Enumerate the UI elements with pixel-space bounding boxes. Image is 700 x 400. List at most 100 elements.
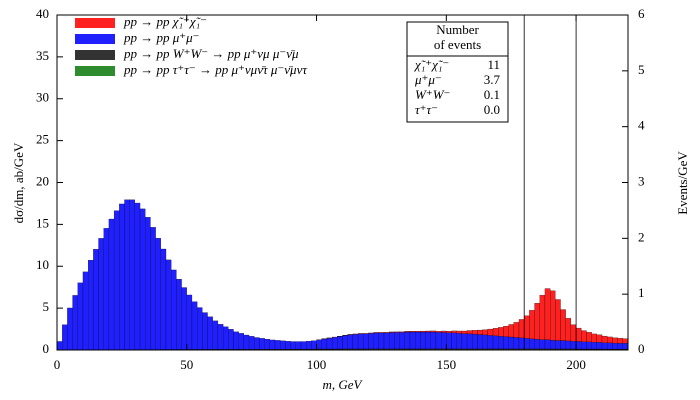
y2-tick-label: 1 [638, 285, 645, 300]
y-tick-label: 20 [36, 173, 49, 188]
histogram-bar [617, 338, 623, 344]
histogram-bar [165, 259, 172, 350]
histogram-bar [508, 336, 514, 349]
histogram-bar [409, 331, 416, 333]
histogram-bar [544, 288, 551, 340]
histogram-bar [171, 269, 177, 350]
histogram-bar [446, 331, 452, 333]
table-row-value: 3.7 [484, 72, 501, 87]
histogram-bar [311, 340, 317, 350]
histogram-bar [264, 338, 270, 350]
x-tick-label: 100 [307, 357, 327, 372]
histogram-bar [233, 331, 239, 350]
histogram-bar [607, 342, 613, 350]
histogram-bar [435, 332, 442, 349]
histogram-bar [430, 331, 437, 349]
histogram-bar [622, 338, 629, 344]
histogram-bar [420, 330, 426, 333]
histogram-bar [560, 340, 566, 350]
table-row-label: τ⁺τ⁻ [415, 102, 438, 117]
histogram-bar [513, 322, 520, 338]
histogram-bar [524, 338, 530, 349]
x-axis-label: m, GeV [323, 377, 364, 392]
histogram-bar [451, 332, 457, 349]
histogram-bar [461, 333, 468, 349]
histogram-bar [306, 340, 312, 350]
histogram-bar [612, 337, 618, 344]
legend-swatch [75, 18, 115, 28]
legend-swatch [75, 66, 115, 76]
histogram-bar [555, 340, 561, 350]
histogram-bar [378, 332, 385, 349]
histogram-bar [399, 331, 405, 333]
histogram-bar [534, 339, 540, 349]
histogram-bar [394, 331, 400, 333]
x-tick-label: 200 [566, 357, 586, 372]
histogram-bar [586, 341, 592, 350]
y-tick-label: 0 [43, 341, 50, 356]
histogram-bar [565, 340, 572, 350]
histogram-bar [378, 332, 385, 334]
histogram-bar [280, 340, 286, 350]
histogram-bar [88, 260, 94, 350]
histogram-bar [591, 342, 597, 350]
table-row-label: χ̃₁⁺χ̃₁⁻ [413, 57, 449, 72]
y2-tick-label: 2 [638, 229, 645, 244]
histogram-bar [544, 339, 551, 349]
histogram-bar [373, 332, 379, 334]
histogram-bar [62, 324, 68, 350]
histogram-bar [129, 199, 135, 350]
histogram-bar [285, 341, 291, 350]
histogram-bar [404, 331, 411, 333]
histogram-bar [409, 331, 416, 349]
histogram-bar [586, 332, 592, 343]
histogram-bar [622, 343, 629, 350]
histogram-bar [612, 343, 618, 350]
histogram-bar [357, 333, 364, 350]
histogram-bar [399, 332, 405, 349]
histogram-bar [472, 333, 478, 349]
histogram-bar [498, 327, 504, 337]
histogram-bar [228, 329, 234, 350]
histogram-bar [570, 341, 577, 350]
histogram-bar [581, 330, 587, 343]
histogram-bar [539, 339, 546, 349]
histogram-bar [300, 341, 307, 350]
y2-tick-label: 5 [638, 62, 645, 77]
histogram-bar [176, 279, 182, 350]
histogram-bar [518, 337, 525, 349]
histogram-bar [269, 339, 276, 350]
histogram-bar [498, 336, 504, 349]
histogram-bar [342, 335, 348, 350]
histogram-bar [72, 295, 78, 350]
histogram-bar [513, 337, 520, 349]
histogram-bar [248, 336, 255, 350]
histogram-bar [415, 331, 421, 333]
histogram-bar [274, 340, 281, 350]
histogram-bar [98, 238, 104, 350]
y2-tick-label: 6 [638, 6, 645, 21]
histogram-bar [243, 334, 250, 350]
histogram-bar [119, 203, 125, 350]
table-row-value: 11 [487, 57, 500, 72]
histogram-bar [441, 332, 447, 349]
table-row-label: W⁺W⁻ [415, 87, 450, 102]
y2-axis-label: Events/GeV [675, 151, 690, 215]
histogram-bar [420, 331, 426, 349]
histogram-bar [150, 227, 156, 350]
legend-label: pp → pp τ⁺τ⁻ → pp μ⁺νμν̄τ μ⁻ν̄μντ [123, 62, 308, 77]
histogram-bar [108, 218, 115, 350]
histogram-bar [373, 332, 379, 349]
histogram-bar [617, 343, 623, 350]
legend-swatch [75, 34, 115, 44]
y-tick-label: 30 [36, 90, 49, 105]
histogram-bar [591, 333, 597, 343]
y-tick-label: 40 [36, 6, 49, 21]
histogram-bar [93, 249, 99, 350]
histogram-bar [529, 338, 535, 349]
histogram-bar [487, 328, 494, 336]
histogram-bar [596, 334, 603, 343]
histogram-bar [539, 295, 546, 340]
histogram-bar [529, 310, 535, 339]
